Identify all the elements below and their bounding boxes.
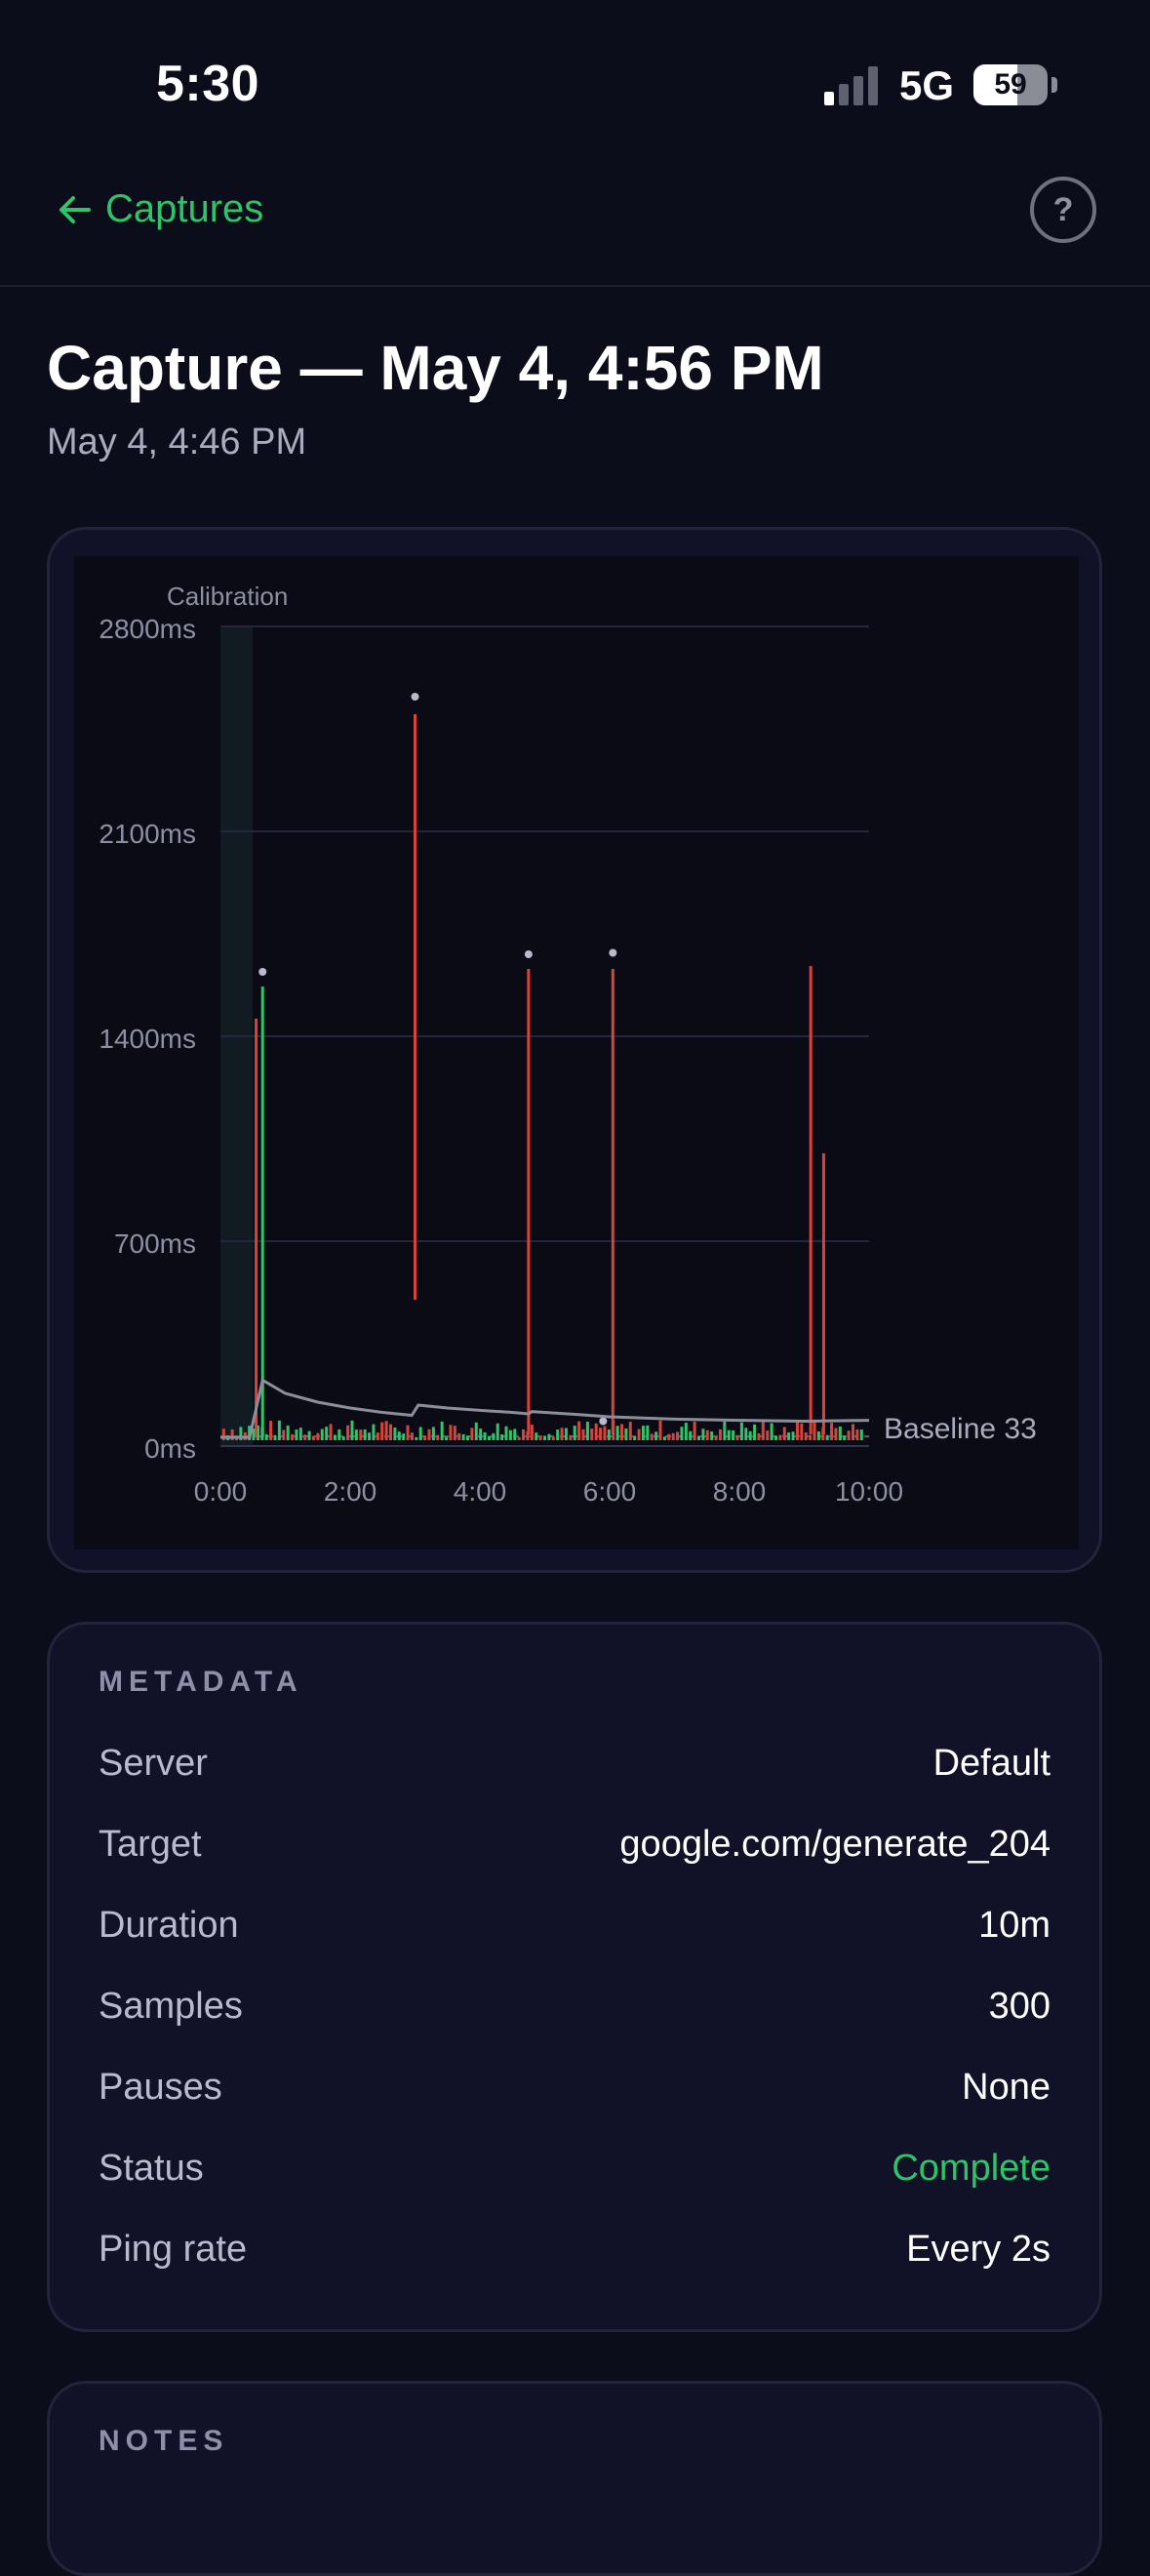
question-icon: ? — [1052, 191, 1074, 228]
arrow-left-icon — [59, 195, 91, 223]
chart-panel: 0ms 700ms 1400ms 2100ms 2800ms 0:00 2:00 4:00 6:… — [74, 556, 1079, 1550]
help-button[interactable]: ? — [1030, 177, 1096, 243]
spike-marker — [599, 1417, 608, 1426]
metadata-value: Complete — [892, 2147, 1051, 2189]
metadata-value: Every 2s — [906, 2228, 1051, 2270]
metadata-row-status: Status Complete — [99, 2139, 1051, 2197]
metadata-row-duration: Duration 10m — [99, 1896, 1051, 1954]
metadata-key: Duration — [99, 1904, 239, 1946]
y-tick-label: 1400ms — [99, 1024, 196, 1054]
chart-card: 0ms 700ms 1400ms 2100ms 2800ms 0:00 2:00 4:00 6:… — [47, 527, 1102, 1573]
metadata-row-target: Target google.com/generate_204 — [99, 1815, 1051, 1873]
latency-chart[interactable]: 0ms 700ms 1400ms 2100ms 2800ms 0:00 2:00 4:00 6:… — [74, 556, 1079, 1550]
metadata-value: 10m — [978, 1904, 1051, 1946]
spike-marker — [524, 950, 533, 958]
notes-heading: NOTES — [99, 2425, 229, 2457]
calibration-label: Calibration — [167, 582, 288, 611]
status-time: 5:30 — [156, 56, 260, 112]
metadata-row-server: Server Default — [99, 1734, 1051, 1792]
x-tick-label: 8:00 — [713, 1476, 767, 1507]
baseline-label: Baseline 33 — [884, 1413, 1037, 1445]
back-button[interactable]: Captures — [59, 187, 263, 231]
spike-marker — [411, 693, 419, 701]
x-tick-label: 4:00 — [454, 1476, 507, 1507]
nav-bar: Captures ? — [0, 146, 1150, 287]
metadata-key: Ping rate — [99, 2228, 248, 2270]
battery-icon: 59 — [973, 64, 1057, 105]
metadata-row-pauses: Pauses None — [99, 2058, 1051, 2116]
metadata-key: Samples — [99, 1985, 243, 2027]
notes-card: NOTES — [47, 2381, 1102, 2576]
metadata-value: None — [962, 2066, 1051, 2108]
y-tick-label: 700ms — [114, 1228, 196, 1259]
metadata-key: Server — [99, 1742, 208, 1784]
x-tick-label: 10:00 — [835, 1476, 903, 1507]
page-subtitle: May 4, 4:46 PM — [47, 422, 307, 463]
metadata-value: google.com/generate_204 — [619, 1823, 1051, 1865]
metadata-key: Pauses — [99, 2066, 222, 2108]
spike-marker — [609, 948, 617, 957]
metadata-card: METADATA Server Default Target google.com/g… — [47, 1622, 1102, 2332]
page-title: Capture — May 4, 4:56 PM — [47, 333, 824, 403]
y-tick-label: 0ms — [144, 1433, 196, 1464]
metadata-value: Default — [932, 1742, 1051, 1784]
metadata-key: Status — [99, 2147, 204, 2189]
metadata-heading: METADATA — [99, 1666, 303, 1698]
battery-level: 59 — [994, 68, 1027, 101]
y-tick-label: 2100ms — [99, 819, 196, 849]
status-bar: 5:30 5G 59 — [0, 0, 1150, 146]
metadata-key: Target — [99, 1823, 202, 1865]
metadata-row-ping-rate: Ping rate Every 2s — [99, 2220, 1051, 2278]
metadata-value: 300 — [988, 1985, 1051, 2027]
rolling-average-line — [220, 1378, 870, 1439]
x-tick-label: 2:00 — [324, 1476, 377, 1507]
signal-icon — [824, 64, 883, 105]
network-type: 5G — [899, 62, 955, 108]
x-tick-label: 0:00 — [194, 1476, 248, 1507]
x-tick-label: 6:00 — [583, 1476, 637, 1507]
y-tick-label: 2800ms — [99, 614, 196, 644]
spike-marker — [258, 968, 267, 976]
back-label: Captures — [105, 187, 264, 230]
metadata-row-samples: Samples 300 — [99, 1977, 1051, 2035]
